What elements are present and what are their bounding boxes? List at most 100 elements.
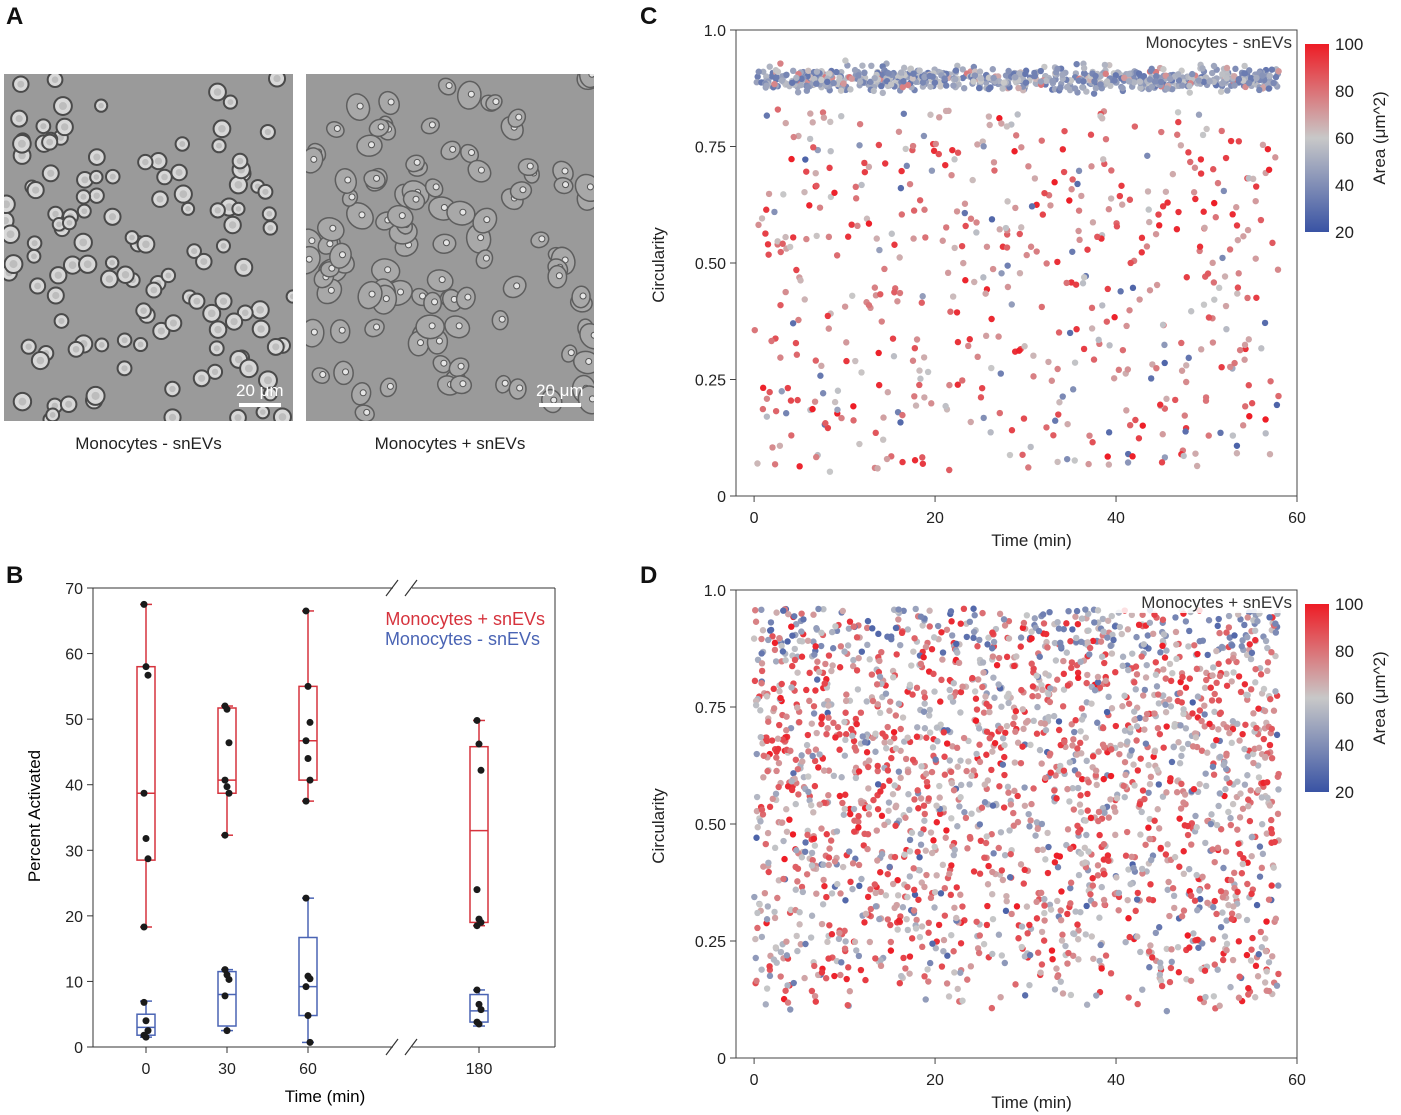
cell <box>345 93 371 121</box>
scatter-point <box>1102 677 1109 684</box>
scatter-point <box>1051 859 1059 866</box>
cell <box>306 245 321 275</box>
scatter-point <box>954 763 961 770</box>
scatter-point <box>840 80 847 87</box>
scatter-point <box>1273 731 1281 739</box>
scatter-point <box>922 996 929 1003</box>
scatter-point <box>1195 111 1203 118</box>
scatter-point <box>941 884 948 892</box>
scatter-point <box>1103 708 1111 716</box>
scatter-point <box>1204 651 1211 659</box>
scatter-point <box>1142 674 1150 681</box>
scatter-point <box>977 837 985 845</box>
scatter-point <box>841 927 848 935</box>
scatter-point <box>1229 800 1237 808</box>
scatter-point <box>911 796 918 803</box>
scatter-point <box>997 829 1005 836</box>
scatter-point <box>1217 709 1225 716</box>
scatter-point <box>1147 375 1155 382</box>
scatter-point <box>882 892 890 899</box>
scatter-point <box>1041 720 1049 727</box>
scatter-point <box>1194 936 1201 943</box>
scatter-point <box>844 233 852 240</box>
scatter-point <box>1119 201 1126 208</box>
scatter-point <box>1228 739 1235 747</box>
scatter-point <box>892 802 900 809</box>
scatter-point <box>850 805 858 813</box>
scatter-point <box>941 75 948 82</box>
scatter-point <box>770 705 778 712</box>
scatter-point <box>1256 873 1264 880</box>
cell <box>94 337 110 353</box>
scatter-point <box>1202 397 1210 404</box>
scatter-point <box>1195 77 1202 84</box>
data-point <box>140 998 148 1006</box>
scatter-point <box>1022 70 1029 78</box>
cell <box>258 370 278 391</box>
scatter-point <box>1227 821 1235 829</box>
data-point <box>221 776 229 784</box>
scatter-point <box>765 718 772 725</box>
scatter-point <box>1152 929 1160 937</box>
scatter-point <box>1186 89 1193 96</box>
scatter-point <box>1253 901 1261 909</box>
scatter-point <box>1261 979 1269 986</box>
scatter-point <box>1192 195 1199 203</box>
scatter-point <box>777 301 784 309</box>
scatter-point <box>1199 65 1206 72</box>
scatter-point <box>1131 708 1138 715</box>
scatter-point <box>982 839 990 847</box>
scatter-point <box>1102 70 1109 78</box>
scatter-point <box>1138 249 1145 256</box>
scatter-point <box>1244 614 1251 621</box>
scatter-point <box>841 752 849 759</box>
scatter-point <box>1033 730 1041 737</box>
scatter-point <box>811 398 819 405</box>
scatter-point <box>1206 78 1213 85</box>
x-tick-label: 20 <box>926 510 944 527</box>
scatter-point <box>1042 630 1050 638</box>
scatter-point <box>850 656 857 664</box>
scatter-point <box>1106 342 1113 349</box>
scatter-point <box>857 709 865 716</box>
scatter-point <box>848 75 855 82</box>
scatter-point <box>989 748 996 755</box>
scatter-point <box>841 945 849 952</box>
scatter-point <box>765 868 772 876</box>
cell <box>386 204 414 229</box>
scatter-point <box>1218 127 1225 135</box>
cell <box>255 404 271 420</box>
scatter-point <box>825 325 832 332</box>
scatter-point <box>859 62 866 69</box>
scatter-point <box>1265 959 1273 966</box>
scatter-point <box>751 893 758 901</box>
scatter-point <box>1101 901 1108 908</box>
scatter-point <box>850 417 857 424</box>
scatter-point <box>886 863 893 871</box>
scatter-point <box>921 817 928 824</box>
scatter-point <box>1050 712 1058 720</box>
scatter-point <box>803 168 810 175</box>
scatter-point <box>977 394 985 401</box>
colorbar <box>1305 44 1329 232</box>
scatter-point <box>878 318 885 325</box>
scatter-point <box>762 840 769 848</box>
cell <box>35 118 52 135</box>
scatter-point <box>814 676 821 683</box>
cell <box>311 367 331 385</box>
scatter-point <box>1064 420 1071 428</box>
scatter-point <box>1094 673 1102 681</box>
scatter-point <box>984 902 991 910</box>
scatter-point <box>1223 629 1230 636</box>
scatter-point <box>809 752 816 760</box>
scatter-point <box>1223 682 1231 689</box>
scatter-point <box>1159 793 1167 800</box>
scatter-point <box>1113 874 1120 881</box>
scatter-point <box>1157 78 1165 86</box>
box-monocytessnevs-60 <box>298 894 318 1046</box>
scatter-point <box>971 72 979 79</box>
scatter-point <box>786 816 793 823</box>
scatter-point <box>1034 846 1041 854</box>
scatter-point <box>953 744 961 752</box>
scatter-point <box>1235 673 1243 680</box>
